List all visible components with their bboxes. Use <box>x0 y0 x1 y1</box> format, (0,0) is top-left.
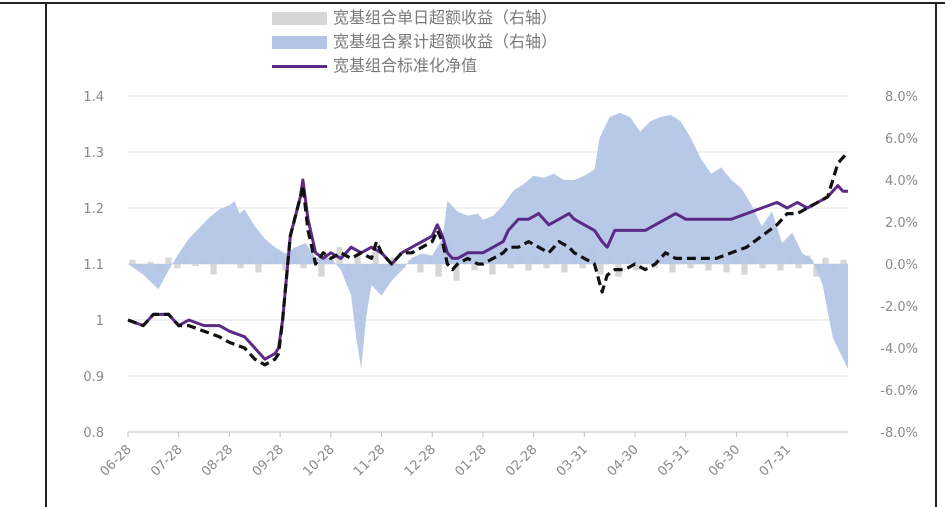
daily-excess-bar <box>372 251 379 264</box>
benchmark-nav-line <box>127 150 850 367</box>
legend-swatch-daily-excess <box>272 11 327 25</box>
frame-right-border <box>935 2 937 507</box>
y-right-tick-label: 8.0% <box>885 90 918 105</box>
daily-excess-bar <box>669 264 676 273</box>
daily-excess-bar <box>300 264 307 269</box>
daily-excess-bar <box>453 264 460 281</box>
x-tick-label: 07-28 <box>148 442 185 479</box>
y-right-tick-label: -6.0% <box>880 384 918 399</box>
daily-excess-bar <box>687 264 694 269</box>
y-left-tick-label: 1 <box>96 314 104 329</box>
x-tick-label: 12-28 <box>402 442 439 479</box>
daily-excess-bar <box>840 259 847 264</box>
daily-excess-bar <box>822 257 829 264</box>
daily-excess-bar <box>318 264 325 277</box>
daily-excess-bar <box>255 264 262 273</box>
x-tick-label: 03-31 <box>554 442 591 479</box>
daily-excess-bar <box>633 264 640 271</box>
x-tick-label: 06-28 <box>98 442 135 479</box>
daily-excess-bar <box>237 264 244 269</box>
legend-label-daily-excess: 宽基组合单日超额收益（右轴） <box>333 8 558 27</box>
frame-left-border <box>45 2 47 507</box>
daily-excess-bar <box>174 264 181 269</box>
legend-swatch-nav <box>272 64 327 68</box>
daily-excess-bar <box>543 264 550 269</box>
x-tick-label: 09-28 <box>250 442 287 479</box>
y-right-tick-label: 0.0% <box>885 258 918 273</box>
daily-excess-bar <box>210 264 217 275</box>
daily-excess-bar <box>813 264 820 277</box>
daily-excess-bar <box>597 264 604 275</box>
y-left-tick-label: 1.3 <box>83 146 104 161</box>
daily-excess-bar <box>723 264 730 273</box>
frame-top-border <box>0 2 945 4</box>
daily-excess-bar <box>489 264 496 275</box>
daily-excess-bar <box>471 264 478 271</box>
y-left-tick-label: 0.9 <box>83 370 104 385</box>
daily-excess-bar <box>435 264 442 277</box>
daily-excess-bar <box>336 247 343 264</box>
x-tick-label: 08-28 <box>199 442 236 479</box>
y-left-tick-label: 0.8 <box>83 426 104 441</box>
daily-excess-bar <box>507 264 514 269</box>
y-right-tick-label: -4.0% <box>880 342 918 357</box>
legend-label-cumulative-excess: 宽基组合累计超额收益（右轴） <box>333 32 558 51</box>
cumulative-excess-area <box>128 112 848 370</box>
daily-excess-bar <box>777 264 784 271</box>
x-tick-label: 06-30 <box>706 442 743 479</box>
x-tick-label: 04-30 <box>605 442 642 479</box>
daily-excess-bar <box>165 257 172 264</box>
y-left-tick-label: 1.2 <box>83 202 104 217</box>
daily-excess-bar <box>192 264 199 267</box>
x-tick-label: 05-31 <box>655 442 692 479</box>
y-right-tick-label: 2.0% <box>885 216 918 231</box>
legend-item-cumulative-excess: 宽基组合累计超额收益（右轴） <box>272 30 557 54</box>
daily-excess-bar <box>417 264 424 273</box>
daily-excess-bar <box>147 261 154 264</box>
y-left-tick-label: 1.4 <box>83 90 104 105</box>
y-right-tick-label: 6.0% <box>885 132 918 147</box>
daily-excess-bar <box>525 264 532 271</box>
daily-excess-bar <box>282 264 289 271</box>
legend-item-nav: 宽基组合标准化净值 <box>272 54 557 78</box>
x-tick-label: 11-28 <box>351 442 388 479</box>
daily-excess-bar <box>795 264 802 269</box>
x-tick-label: 07-31 <box>757 442 794 479</box>
daily-excess-bar <box>759 264 766 269</box>
daily-excess-bar <box>579 264 586 269</box>
legend-item-daily-excess: 宽基组合单日超额收益（右轴） <box>272 6 557 30</box>
y-right-tick-label: 4.0% <box>885 174 918 189</box>
daily-excess-bar <box>354 255 361 264</box>
daily-excess-bar <box>561 264 568 273</box>
legend-swatch-cumulative-excess <box>272 35 327 49</box>
daily-excess-bar <box>129 259 136 264</box>
daily-excess-bar <box>741 264 748 275</box>
y-right-tick-label: -8.0% <box>880 426 918 441</box>
daily-excess-bar <box>705 264 712 271</box>
x-tick-label: 10-28 <box>300 442 337 479</box>
y-left-tick-label: 1.1 <box>83 258 104 273</box>
x-tick-label: 01-28 <box>452 442 489 479</box>
chart-legend: 宽基组合单日超额收益（右轴） 宽基组合累计超额收益（右轴） 宽基组合标准化净值 <box>272 6 557 78</box>
legend-label-nav: 宽基组合标准化净值 <box>333 56 478 75</box>
nav-line <box>127 178 848 361</box>
x-tick-label: 02-28 <box>503 442 540 479</box>
y-right-tick-label: -2.0% <box>880 300 918 315</box>
